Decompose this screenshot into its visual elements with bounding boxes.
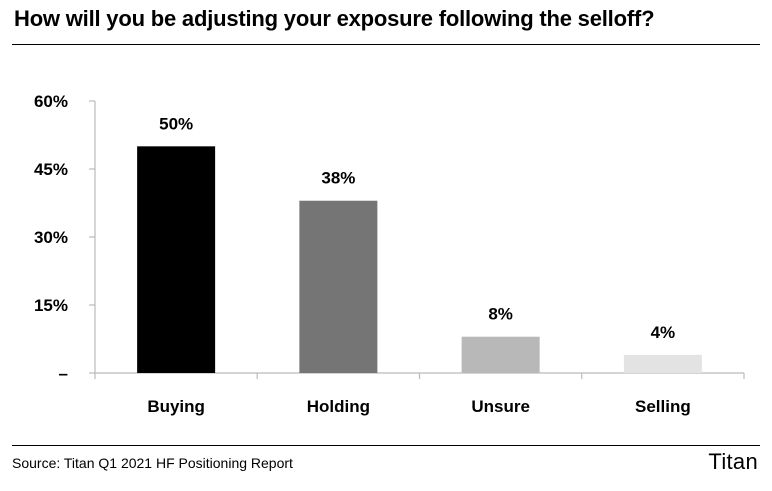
footer-divider	[12, 445, 760, 446]
bar-buying	[137, 146, 216, 373]
x-tick-label: Buying	[147, 397, 205, 416]
y-tick-label: 15%	[34, 296, 68, 315]
bar-holding	[299, 200, 378, 373]
y-tick-label: 45%	[34, 160, 68, 179]
bar-unsure	[461, 336, 540, 373]
bar-chart: – 15% 30% 45% 60% 50% Buying 38% Holding 8% Unsure…	[34, 92, 745, 416]
brand-logo: Titan	[708, 449, 758, 474]
x-tick-label: Selling	[635, 397, 691, 416]
data-label: 4%	[651, 323, 676, 342]
source-note: Source: Titan Q1 2021 HF Positioning Rep…	[12, 455, 293, 471]
data-label: 38%	[321, 169, 355, 188]
data-label: 50%	[159, 114, 193, 133]
data-label: 8%	[488, 305, 513, 324]
bar-selling	[623, 354, 702, 373]
title-divider	[12, 44, 760, 45]
x-tick-label: Holding	[307, 397, 370, 416]
chart-title: How will you be adjusting your exposure …	[14, 6, 655, 31]
y-tick-label: 60%	[34, 92, 68, 111]
y-tick-label: 30%	[34, 228, 68, 247]
x-tick-label: Unsure	[471, 397, 530, 416]
y-tick-label: –	[59, 364, 68, 383]
